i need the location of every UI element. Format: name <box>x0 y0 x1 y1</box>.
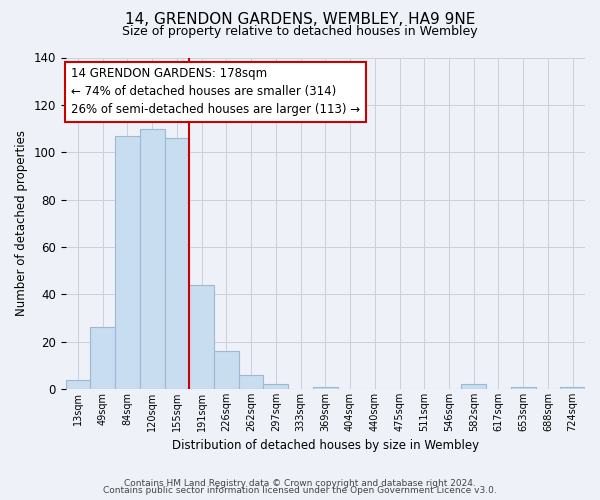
Bar <box>214 351 239 389</box>
Bar <box>461 384 486 389</box>
Bar <box>263 384 288 389</box>
X-axis label: Distribution of detached houses by size in Wembley: Distribution of detached houses by size … <box>172 440 479 452</box>
Bar <box>91 328 115 389</box>
Bar <box>65 380 91 389</box>
Bar <box>115 136 140 389</box>
Bar <box>560 386 585 389</box>
Text: Size of property relative to detached houses in Wembley: Size of property relative to detached ho… <box>122 25 478 38</box>
Bar <box>164 138 190 389</box>
Bar <box>190 285 214 389</box>
Bar <box>140 128 164 389</box>
Bar <box>313 386 338 389</box>
Bar <box>511 386 536 389</box>
Text: 14, GRENDON GARDENS, WEMBLEY, HA9 9NE: 14, GRENDON GARDENS, WEMBLEY, HA9 9NE <box>125 12 475 28</box>
Text: Contains HM Land Registry data © Crown copyright and database right 2024.: Contains HM Land Registry data © Crown c… <box>124 478 476 488</box>
Y-axis label: Number of detached properties: Number of detached properties <box>15 130 28 316</box>
Text: 14 GRENDON GARDENS: 178sqm
← 74% of detached houses are smaller (314)
26% of sem: 14 GRENDON GARDENS: 178sqm ← 74% of deta… <box>71 68 360 116</box>
Bar <box>239 375 263 389</box>
Text: Contains public sector information licensed under the Open Government Licence v3: Contains public sector information licen… <box>103 486 497 495</box>
